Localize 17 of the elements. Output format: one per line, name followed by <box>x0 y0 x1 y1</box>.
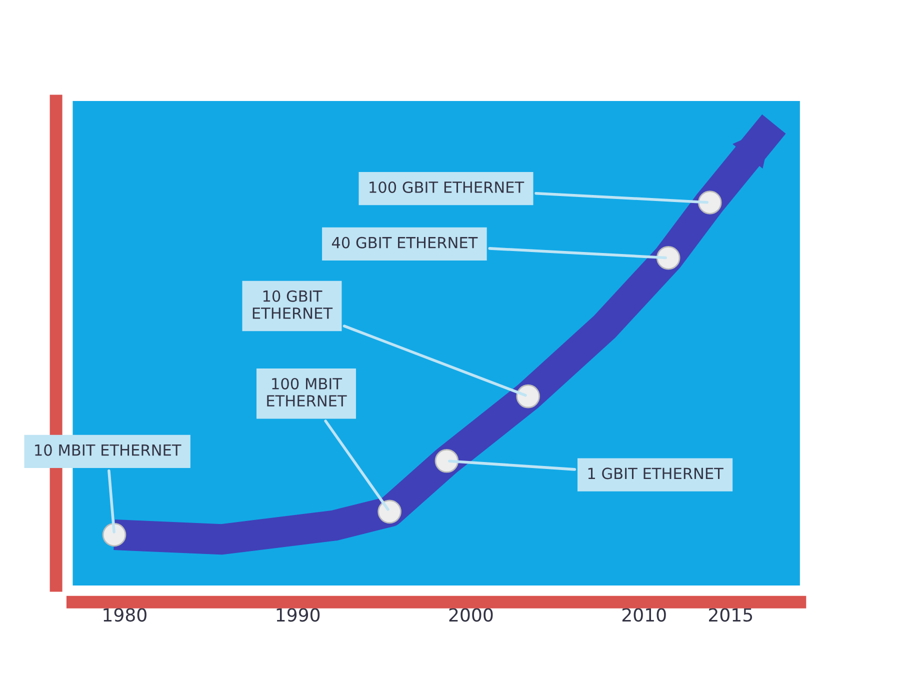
point <box>102 522 126 547</box>
point <box>698 190 722 214</box>
point <box>516 384 540 408</box>
annotation: 10 MBIT ETHERNET <box>35 444 182 456</box>
point <box>656 246 680 270</box>
annotation: 1 GBIT ETHERNET <box>588 468 724 480</box>
x-tick-label: 2015 <box>709 608 752 622</box>
x-tick-label: 1980 <box>104 608 146 622</box>
annotation: 100 GBIT ETHERNET <box>370 181 524 194</box>
annotation: 40 GBIT ETHERNET <box>332 236 478 248</box>
point <box>378 500 402 524</box>
x-tick-label: 2000 <box>449 608 493 622</box>
x-tick-label: 1990 <box>276 608 320 622</box>
annotation: 100 MBIT ETHERNET <box>267 378 347 406</box>
point <box>434 449 459 473</box>
x-tick-label: 2010 <box>622 608 666 622</box>
annotation: 10 GBIT ETHERNET <box>252 290 333 319</box>
